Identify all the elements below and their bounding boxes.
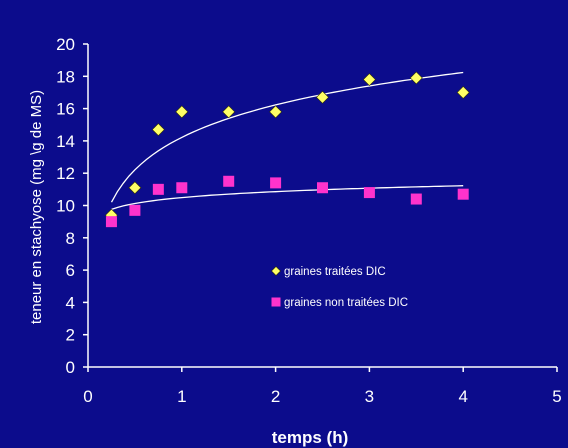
x-tick-label: 3 [365,387,374,406]
data-points [105,71,470,228]
y-tick-label: 6 [66,261,75,280]
data-point-square [457,188,469,200]
data-point-square [129,204,141,216]
data-point-diamond [456,86,470,99]
data-point-square [176,182,188,194]
y-tick-label: 10 [56,197,75,216]
data-point-square [410,193,422,205]
legend-item-treated: graines traitées DIC [271,266,386,278]
x-tick-label: 0 [83,387,92,406]
data-point-square [105,216,117,228]
data-point-diamond [409,71,423,85]
y-tick-label: 16 [56,100,75,119]
x-tick-label: 1 [177,387,186,406]
x-ticks: 0 1 2 3 4 5 [83,367,562,406]
data-point-diamond [151,123,165,137]
y-tick-label: 0 [66,358,75,377]
y-tick-label: 12 [56,164,75,183]
data-point-square [363,187,375,199]
trendlines [110,71,464,211]
trendline [111,185,464,211]
data-point-square [317,182,328,194]
data-point-diamond [269,105,283,119]
x-tick-label: 4 [458,387,467,406]
y-tick-label: 2 [66,326,75,345]
data-point-diamond [128,181,142,195]
y-axis-title: teneur en stachyose (mg \g de MS) [28,90,45,324]
y-tick-label: 14 [56,132,75,151]
y-ticks: 0 2 4 6 8 10 12 14 16 18 20 [56,35,88,377]
x-tick-label: 5 [552,387,561,406]
data-point-square [223,175,235,187]
trendline [110,71,464,203]
data-point-square [271,297,281,307]
x-axis-title: temps (h) [272,428,349,447]
y-tick-label: 4 [66,293,75,312]
y-tick-label: 18 [56,67,75,86]
data-point-diamond [222,105,236,119]
legend-label: graines traitées DIC [284,266,386,278]
y-tick-label: 20 [56,35,75,54]
legend-label: graines non traitées DIC [284,297,408,309]
x-tick-label: 2 [271,387,280,406]
legend: graines traitées DIC graines non traitée… [271,266,408,309]
data-point-square [152,183,164,195]
data-point-diamond [362,73,376,86]
data-point-square [270,177,282,189]
data-point-diamond [175,105,189,119]
legend-item-untreated: graines non traitées DIC [271,297,408,309]
data-point-diamond [271,266,281,276]
data-point-diamond [316,90,329,104]
y-tick-label: 8 [66,229,75,248]
